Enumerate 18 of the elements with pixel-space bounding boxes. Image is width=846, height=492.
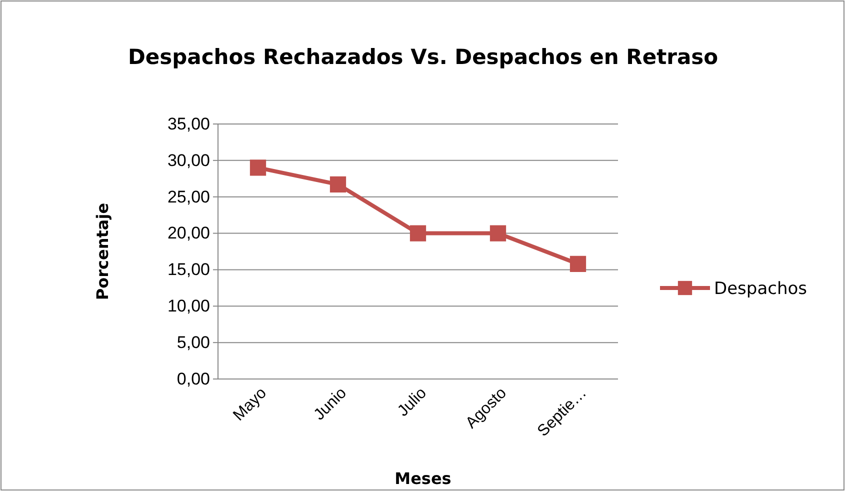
legend-label: Despachos <box>714 279 808 299</box>
y-tick-label: 20,00 <box>167 224 210 243</box>
y-tick-label: 0,00 <box>176 369 210 388</box>
point <box>570 256 586 272</box>
y-tick-label: 15,00 <box>167 260 210 280</box>
point <box>330 176 346 193</box>
y-tick-label: 25,00 <box>167 187 210 206</box>
x-tick-label: Julio <box>394 384 430 420</box>
y-tick-label: 30,00 <box>167 150 210 170</box>
x-axis-title: Meses <box>394 469 452 488</box>
chart-title: Despachos Rechazados Vs. Despachos en Retraso <box>128 45 718 69</box>
y-axis-title: Porcentaje <box>93 202 112 300</box>
y-tick-label: 10,00 <box>167 296 210 316</box>
y-tick-label: 35,00 <box>167 114 210 134</box>
y-tick-label: 5,00 <box>176 333 210 352</box>
point <box>490 225 506 242</box>
point <box>250 160 266 176</box>
point <box>410 225 426 242</box>
